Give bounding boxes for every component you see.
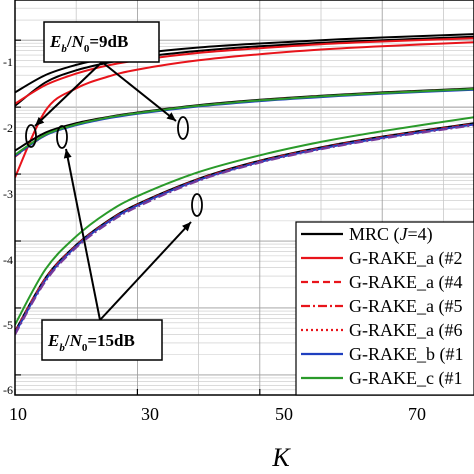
series-line-3 <box>15 41 474 178</box>
group-marker-ellipse <box>25 124 37 148</box>
legend-entry-label: G-RAKE_a (#4 <box>349 272 462 293</box>
legend-entry-label: G-RAKE_c (#1 <box>349 368 462 389</box>
legend-entry-mrc: MRC (J=4) <box>349 224 433 245</box>
series-line-4 <box>15 87 474 152</box>
legend-box <box>295 221 474 396</box>
legend-entry-label: G-RAKE_a (#6 <box>349 320 462 341</box>
annotation-arrow <box>101 61 177 122</box>
series-line-12 <box>15 124 474 336</box>
series-line-8 <box>15 116 474 326</box>
x-tick-label: 30 <box>141 404 159 424</box>
series-line-7 <box>15 88 474 156</box>
legend-entry-label: G-RAKE_b (#1 <box>349 344 464 365</box>
y-tick-label: -1 <box>3 55 13 69</box>
annotation-9db-label: Eb/N0=9dB <box>49 32 128 55</box>
x-tick-label: 70 <box>408 404 426 424</box>
series-line-2 <box>15 37 474 105</box>
group-marker-ellipse <box>191 193 203 217</box>
y-tick-label: -5 <box>3 318 13 332</box>
y-tick-label: -3 <box>3 187 13 201</box>
annotation-arrow <box>99 221 192 321</box>
annotation-arrow <box>63 148 101 321</box>
series-line-0 <box>15 33 474 94</box>
annotation-15db: Eb/N0=15dB <box>41 319 163 361</box>
annotation-9db: Eb/N0=9dB <box>43 21 160 63</box>
x-axis-label: K <box>271 443 291 472</box>
group-marker-ellipse <box>56 125 68 149</box>
group-marker-ellipse <box>177 116 189 140</box>
legend-entry-label: G-RAKE_a (#2 <box>349 248 462 269</box>
legend: MRC (J=4) G-RAKE_a (#2 G-RAKE_a (#4 G-RA… <box>295 221 474 396</box>
annotation-15db-label: Eb/N0=15dB <box>47 331 135 354</box>
y-tick-label: -2 <box>3 121 13 135</box>
plot-frame <box>14 0 474 396</box>
series-layer <box>15 33 474 336</box>
y-tick-label: -4 <box>3 253 13 267</box>
x-tick-label: 10 <box>9 404 27 424</box>
y-tick-label: -6 <box>3 383 13 397</box>
annotation-arrow <box>34 61 103 127</box>
x-tick-label: 50 <box>275 404 293 424</box>
series-line-1 <box>15 35 474 107</box>
legend-entry-label: G-RAKE_a (#5 <box>349 296 462 317</box>
